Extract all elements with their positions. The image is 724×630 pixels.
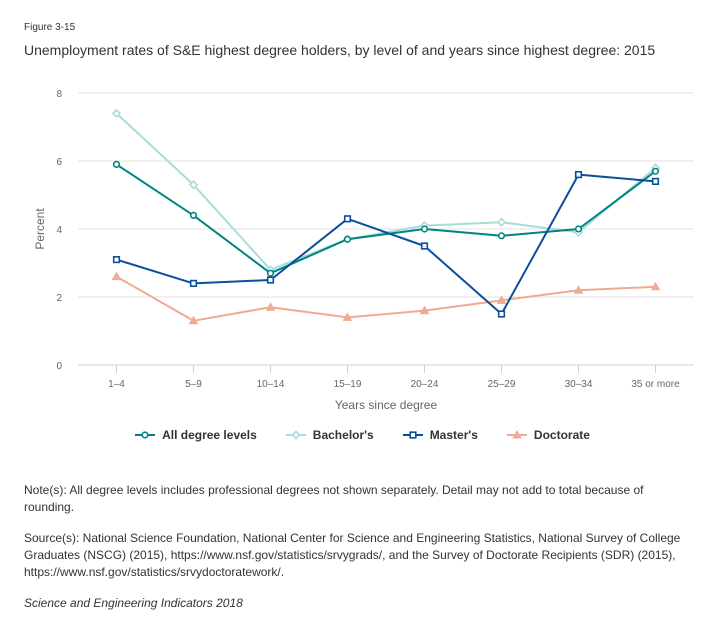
data-point <box>189 279 198 288</box>
y-tick-label: 0 <box>56 361 62 372</box>
legend-item[interactable]: Master's <box>402 428 478 442</box>
legend-marker <box>291 430 301 440</box>
diamond-marker-icon <box>285 430 306 440</box>
data-point <box>496 217 507 227</box>
legend-marker <box>409 431 417 439</box>
x-axis-label: Years since degree <box>335 398 438 412</box>
chart-title: Unemployment rates of S&E highest degree… <box>24 42 656 58</box>
legend-item[interactable]: Bachelor's <box>285 428 374 442</box>
square-marker-icon <box>402 431 423 439</box>
data-point <box>343 215 352 223</box>
triangle-marker-icon <box>506 429 527 439</box>
data-point <box>342 312 353 321</box>
data-point <box>650 281 661 291</box>
y-tick-label: 6 <box>56 157 62 168</box>
data-point <box>188 315 199 325</box>
legend-marker <box>512 429 522 439</box>
data-point <box>651 167 660 175</box>
series-line <box>115 163 657 275</box>
y-tick-label: 4 <box>56 225 62 236</box>
data-point <box>111 108 122 119</box>
series-line <box>115 112 657 271</box>
data-point <box>112 160 121 168</box>
data-point <box>496 295 507 304</box>
x-tick-label: 20–24 <box>411 379 439 390</box>
data-point <box>573 285 584 294</box>
legend: All degree levels Bachelor's Master's Docto… <box>0 428 724 442</box>
series-line <box>116 173 656 315</box>
x-tick-label: 5–9 <box>185 379 202 390</box>
legend-marker <box>141 431 149 439</box>
x-tick-label: 10–14 <box>257 379 285 390</box>
data-point <box>651 177 660 186</box>
data-point <box>574 225 583 233</box>
y-tick-label: 8 <box>56 89 62 100</box>
y-axis-label: Percent <box>33 208 47 250</box>
figure-label: Figure 3-15 <box>24 22 76 33</box>
data-point <box>188 180 199 190</box>
data-point <box>266 269 275 277</box>
publication-text: Science and Engineering Indicators 2018 <box>24 596 243 610</box>
x-tick-label: 30–34 <box>565 379 593 390</box>
x-tick-label: 35 or more <box>631 379 680 390</box>
circle-marker-icon <box>135 431 156 439</box>
line-chart: 0 2 4 6 8 1–4 5–9 10–14 15–19 20–24 25–29 30–34 35 … <box>33 89 694 412</box>
series-master-s <box>112 171 660 318</box>
data-point <box>419 305 430 315</box>
x-tick-label: 1–4 <box>108 379 125 390</box>
data-point <box>497 232 506 240</box>
data-point <box>420 225 429 233</box>
data-point <box>574 171 583 179</box>
legend-item[interactable]: Doctorate <box>506 428 590 442</box>
series-all-degree-levels <box>112 160 660 277</box>
data-point <box>343 235 352 243</box>
legend-label: All degree levels <box>162 428 257 442</box>
legend-label: Master's <box>429 428 478 442</box>
data-point <box>420 242 429 250</box>
series-bachelor-s <box>111 108 661 275</box>
x-tick-label: 25–29 <box>488 379 516 390</box>
x-tick-label: 15–19 <box>334 379 362 390</box>
series-group <box>111 108 661 325</box>
data-point <box>189 211 198 219</box>
notes-section: Note(s): All degree levels includes prof… <box>24 482 694 626</box>
legend-label: Doctorate <box>533 428 590 442</box>
note-text: Note(s): All degree levels includes prof… <box>24 483 644 514</box>
data-point <box>265 302 276 311</box>
legend-label: Bachelor's <box>312 428 374 442</box>
y-axis-ticks: 0 2 4 6 8 <box>56 89 62 372</box>
y-tick-label: 2 <box>56 293 62 304</box>
gridlines <box>78 92 694 298</box>
data-point <box>112 255 121 264</box>
x-axis: 1–4 5–9 10–14 15–19 20–24 25–29 30–34 35 or mor… <box>78 364 694 390</box>
legend-item[interactable]: All degree levels <box>134 428 257 442</box>
data-point <box>266 276 275 284</box>
source-text: Source(s): National Science Foundation, … <box>24 531 681 579</box>
data-point <box>111 271 122 281</box>
series-doctorate <box>111 271 661 325</box>
data-point <box>497 310 506 318</box>
series-line <box>116 275 656 322</box>
